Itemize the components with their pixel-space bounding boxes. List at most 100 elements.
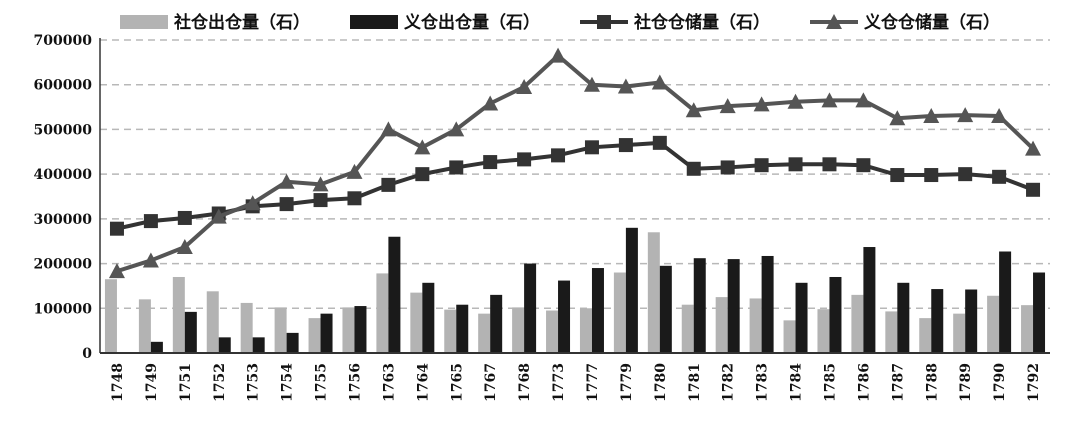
x-tick-label: 1763 [381,363,397,402]
bar [354,306,367,353]
bar [919,318,932,353]
x-tick-label: 1748 [110,363,126,402]
data-point [890,168,905,183]
bar [206,291,219,353]
legend-label: 社仓出仓量（石） [173,12,310,33]
y-tick-label: 300000 [34,212,93,228]
data-point [991,108,1008,124]
data-point [312,176,329,192]
x-tick-label: 1756 [347,363,363,402]
bar [388,236,401,353]
data-point [278,173,295,189]
x-tick-label: 1789 [958,363,974,402]
bar [558,280,571,353]
x-tick-label: 1779 [619,363,635,402]
data-point [1025,140,1042,156]
bar [410,292,423,353]
data-point [754,158,769,173]
bar [512,307,525,353]
data-point [720,160,735,175]
y-tick-label: 500000 [34,122,93,138]
bar [931,289,944,353]
x-tick-label: 1787 [890,363,906,402]
data-point [177,210,192,225]
bar [184,311,197,353]
data-point [788,157,803,172]
data-point [821,92,838,108]
bar [422,282,435,353]
bar [478,313,491,353]
y-tick-label: 200000 [34,257,93,273]
data-point [448,121,465,137]
data-point [414,139,431,155]
bar [681,304,694,353]
bar [829,276,842,353]
data-point [517,152,532,167]
x-tick-label: 1785 [822,363,838,402]
bar [647,232,660,353]
data-point [347,191,362,206]
bar [885,311,898,353]
data-point [923,108,940,124]
data-point [279,197,294,212]
y-tick-label: 600000 [34,78,93,94]
series-line [116,53,1035,274]
bar [240,302,253,353]
bar [591,268,604,353]
x-tick-label: 1754 [280,363,296,402]
x-tick-label: 1765 [449,363,465,402]
data-point [550,47,567,63]
data-point [108,263,125,279]
data-point [1026,182,1041,197]
data-point [855,92,872,108]
bar [817,309,830,353]
x-tick-label: 1783 [755,363,771,402]
x-tick-label: 1753 [246,363,262,402]
data-point [719,98,736,114]
bar [693,258,706,353]
x-tick-label: 1777 [585,363,601,402]
data-point [483,155,498,170]
bar [172,276,185,353]
data-point [685,102,702,118]
data-point [346,163,363,179]
data-point [176,239,193,255]
bar [546,310,559,353]
data-point [109,221,124,236]
bar [376,273,389,353]
legend-label: 义仓仓储量（石） [864,12,1000,33]
bar [138,299,151,353]
legend-marker [597,15,611,29]
bar [150,341,163,353]
data-point [652,135,667,150]
legend-marker [826,14,842,29]
x-tick-label: 1773 [551,363,567,402]
data-point [992,169,1007,184]
data-point [753,96,770,112]
bar [320,313,333,353]
bar [308,318,321,353]
bars [104,227,1046,353]
bar [749,298,762,353]
data-point [142,252,159,268]
bar [286,332,299,353]
y-tick-label: 0 [82,346,92,362]
bar [953,313,966,353]
x-tick-label: 1749 [144,363,160,402]
data-point [313,193,328,208]
data-point [143,214,158,229]
data-point [551,148,566,163]
x-tick-label: 1751 [178,363,194,402]
bar [218,337,231,353]
x-tick-label: 1767 [483,363,499,402]
x-tick-label: 1752 [212,363,228,402]
data-point [958,167,973,182]
bar [625,227,638,353]
bar [274,307,287,353]
data-point [584,140,599,155]
x-tick-label: 1755 [314,363,330,402]
x-tick-label: 1768 [517,363,533,402]
data-point [244,195,261,211]
bar [252,337,265,353]
